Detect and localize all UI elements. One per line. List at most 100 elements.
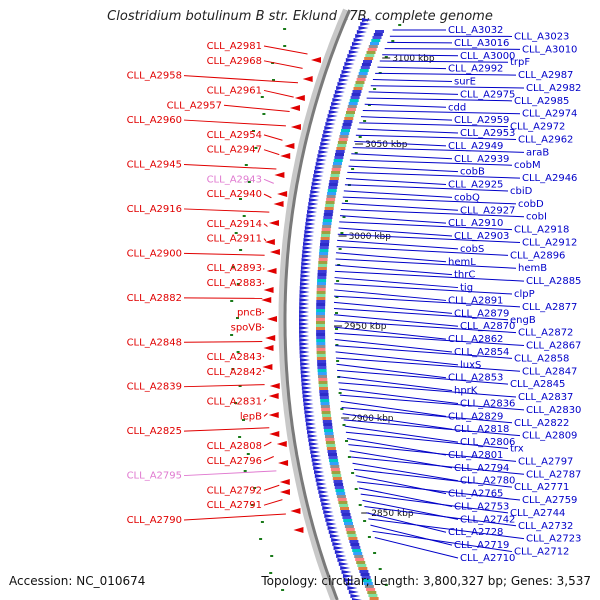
gene-block	[334, 486, 344, 489]
left-label-connector	[263, 178, 274, 184]
reverse-strand-feature	[290, 124, 301, 130]
inner-tick-mark	[363, 520, 367, 522]
right-gene-label: CLL_A3010	[522, 44, 577, 55]
forward-strand-feature	[303, 402, 314, 406]
forward-strand-feature	[328, 530, 339, 534]
left-label-connector	[183, 119, 286, 127]
forward-strand-feature	[336, 554, 347, 558]
right-label-connector	[360, 493, 509, 514]
inner-tick-mark	[340, 408, 344, 410]
gene-block	[337, 498, 347, 501]
right-gene-label: CLL_A2742	[460, 514, 515, 525]
forward-strand-feature	[344, 62, 355, 66]
gene-block	[355, 558, 365, 561]
right-label-connector	[341, 407, 513, 424]
gene-block	[358, 567, 368, 570]
forward-strand-feature	[300, 370, 311, 374]
left-label-connector	[263, 499, 283, 506]
outer-tick-mark	[272, 79, 275, 81]
gene-block	[322, 219, 332, 222]
gene-block	[330, 174, 340, 177]
gene-block	[358, 72, 368, 75]
kbp-tick-label: 2950 kbp	[344, 322, 387, 332]
gene-block	[319, 387, 328, 390]
gene-block	[326, 198, 336, 201]
gene-block	[316, 309, 326, 312]
right-label-connector	[334, 314, 459, 327]
reverse-strand-feature	[284, 143, 295, 149]
right-label-connector	[335, 258, 517, 269]
left-label-connector	[263, 193, 272, 199]
right-label-connector	[333, 308, 509, 321]
gene-block	[337, 141, 347, 144]
left-label-connector	[263, 398, 267, 402]
left-label-connector	[263, 412, 268, 417]
gene-block	[328, 183, 338, 186]
forward-strand-feature	[331, 538, 342, 542]
forward-strand-feature	[299, 358, 310, 362]
gene-block	[317, 363, 327, 366]
left-gene-label: CLL_A2839	[127, 382, 182, 393]
forward-strand-feature	[307, 430, 318, 434]
left-label-connector	[263, 456, 274, 462]
right-gene-label: CLL_A2854	[454, 347, 509, 358]
forward-strand-feature	[305, 422, 316, 426]
reverse-strand-feature	[261, 297, 272, 303]
gene-block	[325, 441, 335, 444]
inner-tick-mark	[336, 280, 340, 282]
forward-strand-feature	[299, 350, 310, 354]
forward-strand-feature	[300, 366, 311, 370]
right-label-connector	[339, 394, 525, 411]
forward-strand-feature	[341, 570, 352, 574]
reverse-strand-feature	[268, 393, 279, 399]
right-gene-label: CLL_A2771	[514, 482, 569, 493]
right-label-connector	[347, 437, 447, 456]
gene-block	[364, 585, 374, 588]
forward-strand-feature	[310, 190, 321, 194]
right-gene-label: CLL_A2809	[522, 431, 577, 442]
right-label-connector	[343, 190, 453, 198]
forward-strand-feature	[299, 326, 310, 330]
backbone-ring	[283, 9, 352, 600]
right-label-connector	[364, 103, 447, 108]
reverse-strand-feature	[266, 268, 277, 274]
left-label-connector	[183, 208, 270, 213]
forward-strand-feature	[308, 198, 319, 202]
gene-block	[351, 93, 361, 96]
gene-block	[359, 69, 369, 72]
forward-strand-feature	[321, 502, 332, 506]
gene-block	[353, 552, 363, 555]
right-gene-label: cobI	[526, 212, 547, 223]
gene-block	[316, 315, 325, 318]
gene-block	[364, 57, 374, 60]
left-gene-label: CLL_A2947	[207, 145, 262, 156]
gene-block	[316, 288, 326, 291]
forward-strand-feature	[327, 526, 338, 530]
left-gene-label: CLL_A2842	[207, 367, 262, 378]
forward-strand-feature	[304, 410, 315, 414]
right-gene-label: CLL_A2787	[526, 469, 581, 480]
gene-block	[369, 597, 379, 600]
outer-tick-mark	[231, 368, 235, 370]
forward-strand-feature	[320, 142, 331, 146]
right-gene-label: hprK	[454, 386, 478, 397]
outer-tick-mark	[236, 317, 239, 319]
right-gene-label: CLL_A2794	[454, 463, 509, 474]
right-label-connector	[336, 363, 447, 379]
gene-block	[327, 192, 337, 195]
outer-tick-mark	[250, 504, 254, 506]
gene-block	[335, 150, 345, 153]
gene-block	[340, 507, 349, 510]
forward-strand-feature	[299, 314, 310, 318]
gene-block	[321, 231, 331, 234]
gene-block	[321, 411, 331, 414]
forward-strand-feature	[308, 442, 319, 446]
forward-strand-feature	[314, 474, 325, 478]
gene-block	[355, 81, 365, 84]
outer-tick-mark	[244, 164, 248, 166]
forward-strand-feature	[303, 234, 314, 238]
right-label-connector	[341, 202, 459, 211]
gene-block	[331, 171, 341, 174]
forward-strand-feature	[360, 22, 371, 26]
